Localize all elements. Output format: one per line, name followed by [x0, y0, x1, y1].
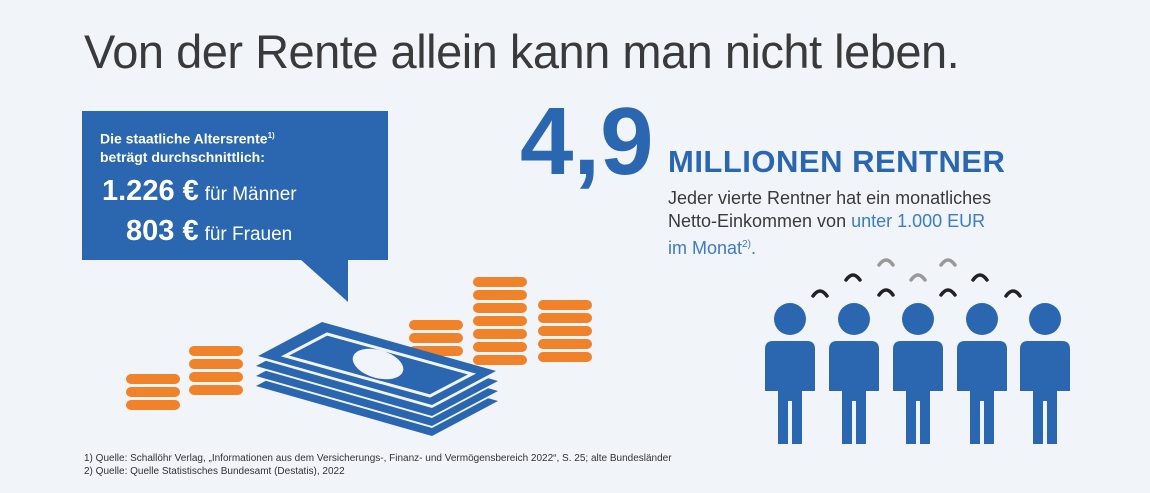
amount-women-label: für Frauen	[204, 224, 293, 245]
thought-arc-icon	[844, 273, 862, 282]
amount-row-men: 1.226 € für Männer	[102, 175, 297, 208]
stat-number: 4,9	[520, 88, 654, 195]
thought-arc-icon	[971, 273, 989, 282]
person-icon	[829, 303, 879, 444]
stat-description: Jeder vierte Rentner hat ein monatliches…	[668, 187, 1028, 260]
person-icon	[1020, 303, 1070, 444]
pension-intro-line2: beträgt durchschnittlich:	[100, 148, 265, 165]
coin-stack-icon	[473, 277, 527, 365]
amount-men-label: für Männer	[204, 184, 297, 205]
pension-intro: Die staatliche Altersrente1) beträgt dur…	[100, 127, 275, 166]
amount-men: 1.226 €	[102, 175, 199, 207]
footnote-1: 1) Quelle: Schallöhr Verlag, „Informatio…	[84, 453, 672, 464]
page-title: Von der Rente allein kann man nicht lebe…	[84, 25, 960, 78]
desc-end: .	[750, 238, 756, 258]
thought-arc-icon	[811, 289, 829, 298]
person-icon	[893, 303, 943, 444]
coin-stack-icon	[126, 374, 180, 410]
footnote-ref-1: 1)	[267, 131, 275, 140]
thought-arc-icon	[1004, 289, 1022, 298]
person-icon	[957, 303, 1007, 444]
thought-arc-icon	[909, 273, 927, 282]
thought-arc-icon	[939, 258, 957, 267]
thought-arc-icon	[877, 288, 895, 297]
footnote-2: 2) Quelle: Quelle Statistisches Bundesam…	[84, 466, 345, 477]
desc-highlight-month: im Monat	[668, 238, 743, 258]
footnote-ref-2: 2)	[742, 239, 751, 250]
banknote-stack-icon	[256, 322, 498, 436]
pension-intro-line1: Die staatliche Altersrente	[100, 130, 268, 147]
coin-stack-icon	[126, 277, 592, 410]
person-icon	[765, 303, 815, 444]
speech-bubble-tail-icon	[300, 259, 348, 302]
desc-line1: Jeder vierte Rentner hat ein monatliches	[668, 188, 992, 208]
thought-arc-icon	[877, 258, 895, 267]
coin-stack-icon	[189, 346, 243, 395]
amount-women: 803 €	[126, 215, 199, 247]
coin-stack-icon	[409, 320, 463, 356]
people-group-icon	[765, 258, 1070, 444]
desc-line2: Netto-Einkommen von	[668, 211, 852, 231]
amount-row-women: 803 € für Frauen	[126, 215, 292, 248]
desc-highlight-amount: unter 1.000 EUR	[851, 211, 986, 231]
stat-headline: MILLIONEN RENTNER	[668, 144, 1006, 179]
coin-stack-icon	[538, 300, 592, 362]
thought-arc-icon	[939, 288, 957, 297]
pension-info-bubble: Die staatliche Altersrente1) beträgt dur…	[82, 111, 388, 260]
footnotes: 1) Quelle: Schallöhr Verlag, „Informatio…	[84, 452, 672, 478]
